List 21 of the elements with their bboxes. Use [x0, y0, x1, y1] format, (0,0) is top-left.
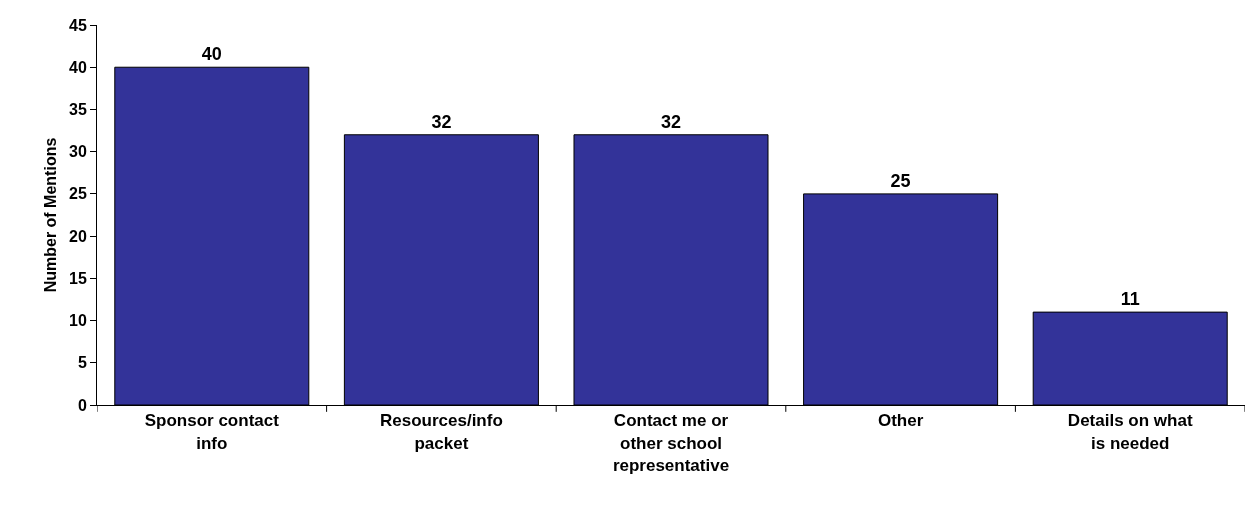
data-label: 32 — [431, 111, 452, 132]
x-tick-label: Sponsor contact info — [144, 411, 280, 453]
y-tick-label: 5 — [77, 354, 87, 372]
y-tick-label: 0 — [77, 396, 87, 414]
y-tick-label: 45 — [69, 16, 87, 34]
data-label: 11 — [1120, 289, 1140, 310]
data-label: 40 — [201, 44, 222, 65]
y-tick-label: 15 — [69, 269, 87, 287]
y-tick-label: 20 — [69, 227, 87, 245]
y-tick-label: 30 — [69, 143, 87, 161]
x-tick-label: Other — [877, 411, 924, 431]
y-tick-label: 35 — [69, 101, 87, 119]
x-tick-label: Details on what is needed — [1067, 411, 1193, 453]
x-tick-label: Contact me or other school representative — [612, 411, 730, 475]
data-label: 25 — [890, 170, 911, 191]
y-axis-title: Number of Mentions — [41, 137, 59, 293]
data-label: 32 — [660, 111, 682, 132]
y-tick-label: 25 — [69, 185, 87, 203]
x-tick-label: Resources/info packet — [379, 411, 503, 453]
y-tick-label: 40 — [69, 58, 87, 76]
y-tick-label: 10 — [69, 312, 87, 330]
